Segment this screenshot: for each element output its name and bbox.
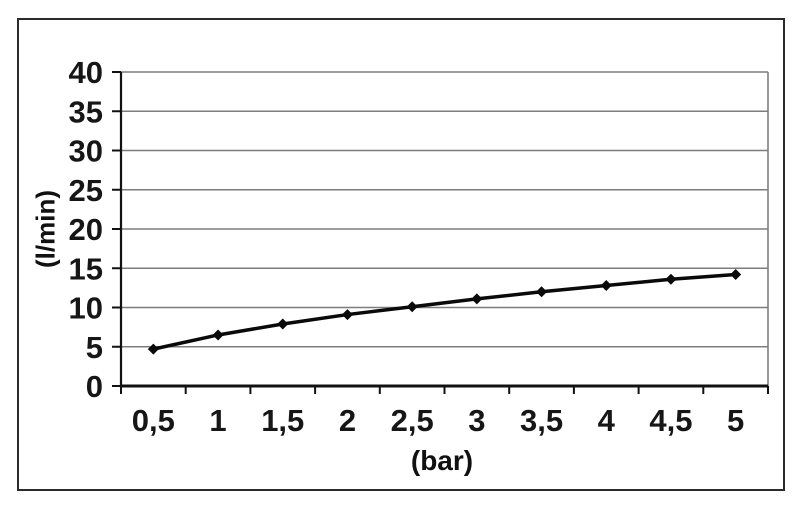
y-tick-label: 0	[86, 369, 103, 404]
diamond-marker	[471, 293, 483, 305]
y-tick-label: 25	[69, 173, 103, 208]
y-tick-label: 35	[69, 94, 103, 129]
chart-frame	[17, 18, 785, 491]
x-tick-label: 0,5	[132, 403, 175, 438]
diamond-marker	[600, 280, 612, 292]
y-tick-label: 15	[69, 251, 103, 286]
x-tick-label: 2,5	[391, 403, 434, 438]
x-tick-label: 1,5	[261, 403, 304, 438]
y-tick-label: 40	[69, 55, 103, 90]
diamond-marker	[277, 318, 289, 330]
y-axis-title: (l/min)	[30, 190, 61, 268]
x-tick-label: 4	[598, 403, 616, 438]
y-tick-label: 10	[69, 291, 103, 326]
x-tick-label: 3	[468, 403, 485, 438]
diamond-marker	[341, 309, 353, 321]
diamond-marker	[147, 343, 159, 355]
y-tick-label: 5	[86, 330, 103, 365]
y-tick-label: 20	[69, 212, 103, 247]
x-tick-label: 3,5	[520, 403, 563, 438]
series-line	[152, 272, 736, 351]
diamond-marker	[406, 301, 418, 313]
x-axis-title: (bar)	[410, 445, 474, 476]
x-tick-label: 1	[209, 403, 226, 438]
y-tick-label: 30	[69, 134, 103, 169]
diamond-marker	[665, 273, 677, 285]
x-tick-label: 2	[339, 403, 356, 438]
diamond-marker	[212, 329, 224, 341]
x-tick-label: 4,5	[649, 403, 692, 438]
diamond-marker	[536, 286, 548, 298]
x-tick-label: 5	[727, 403, 744, 438]
diamond-marker	[730, 269, 742, 281]
